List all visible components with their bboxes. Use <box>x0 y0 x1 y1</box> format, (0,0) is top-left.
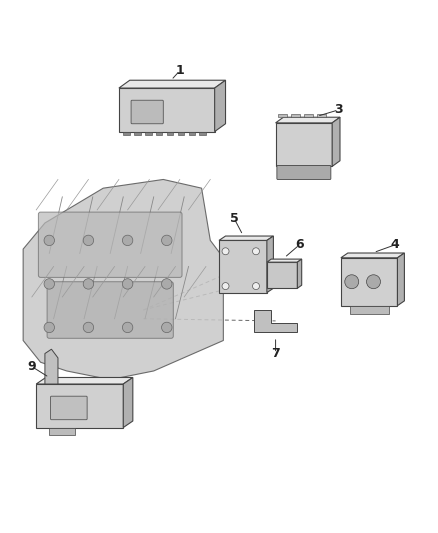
Polygon shape <box>276 123 332 166</box>
Text: 5: 5 <box>230 212 239 225</box>
Polygon shape <box>45 349 58 384</box>
Bar <box>317 114 326 117</box>
Circle shape <box>122 279 133 289</box>
Circle shape <box>83 322 94 333</box>
FancyBboxPatch shape <box>39 212 182 277</box>
Polygon shape <box>397 253 404 305</box>
Bar <box>49 427 75 435</box>
Circle shape <box>162 322 172 333</box>
Polygon shape <box>341 258 397 305</box>
Polygon shape <box>297 259 302 288</box>
Text: 6: 6 <box>295 238 304 251</box>
FancyBboxPatch shape <box>50 396 87 419</box>
Polygon shape <box>341 253 404 258</box>
Polygon shape <box>119 80 226 88</box>
Polygon shape <box>23 180 223 379</box>
Bar <box>134 132 141 135</box>
Circle shape <box>222 248 229 255</box>
Circle shape <box>367 275 381 289</box>
Circle shape <box>122 235 133 246</box>
Polygon shape <box>267 259 302 262</box>
Polygon shape <box>219 236 273 240</box>
Circle shape <box>83 279 94 289</box>
Bar <box>156 132 162 135</box>
FancyBboxPatch shape <box>47 282 173 338</box>
Circle shape <box>122 322 133 333</box>
Text: 1: 1 <box>176 64 184 77</box>
Polygon shape <box>267 236 273 293</box>
Polygon shape <box>36 384 123 427</box>
FancyBboxPatch shape <box>131 100 163 124</box>
Polygon shape <box>332 117 340 166</box>
Bar <box>278 114 287 117</box>
Circle shape <box>162 235 172 246</box>
Bar <box>291 114 300 117</box>
Polygon shape <box>267 262 297 288</box>
Bar <box>199 132 206 135</box>
Text: 9: 9 <box>28 360 36 373</box>
Text: 3: 3 <box>334 103 343 116</box>
Bar <box>178 132 184 135</box>
Polygon shape <box>36 377 133 384</box>
Bar <box>350 305 389 313</box>
Circle shape <box>222 282 229 289</box>
Circle shape <box>162 279 172 289</box>
Polygon shape <box>215 80 226 132</box>
Polygon shape <box>254 310 297 332</box>
Polygon shape <box>123 377 133 427</box>
Bar <box>167 132 173 135</box>
Circle shape <box>44 279 54 289</box>
Bar <box>145 132 152 135</box>
Polygon shape <box>119 88 215 132</box>
Bar <box>304 114 314 117</box>
Circle shape <box>44 322 54 333</box>
Circle shape <box>253 282 259 289</box>
Circle shape <box>345 275 359 289</box>
Circle shape <box>83 235 94 246</box>
Text: 4: 4 <box>391 238 399 251</box>
Bar <box>188 132 195 135</box>
Text: 7: 7 <box>271 347 280 360</box>
Circle shape <box>253 248 259 255</box>
Circle shape <box>44 235 54 246</box>
FancyBboxPatch shape <box>277 166 331 180</box>
Polygon shape <box>219 240 267 293</box>
Polygon shape <box>276 117 340 123</box>
Bar <box>123 132 130 135</box>
